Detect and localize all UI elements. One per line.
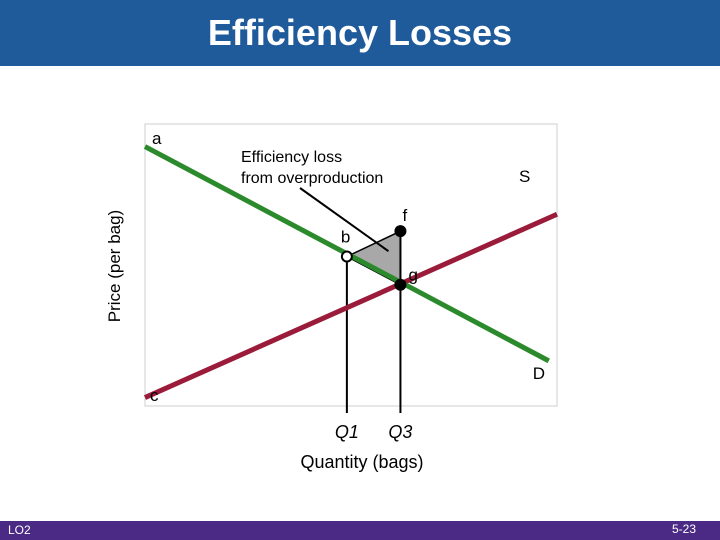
point-label-a: a (152, 129, 162, 148)
point-label-c: c (150, 386, 159, 405)
x-axis-label: Quantity (bags) (300, 452, 423, 472)
slide-number: 5-23 (671, 522, 696, 536)
title-bar: Efficiency Losses (0, 0, 720, 66)
slide-title: Efficiency Losses (207, 12, 513, 53)
point-label-b: b (341, 228, 350, 247)
point-f (394, 225, 407, 238)
point-b (340, 250, 353, 263)
efficiency-loss-annotation: Efficiency loss from overproduction (241, 149, 383, 187)
y-axis-label: Price (per bag) (105, 210, 124, 322)
annotation-pointer (299, 187, 390, 252)
point-label-g: g (408, 266, 417, 285)
footer-bar: LO2 5-23 (0, 521, 720, 540)
learning-objective-label: LO2 (8, 523, 31, 537)
supply-curve (143, 211, 559, 400)
quantity-label-q1: Q1 (335, 422, 359, 442)
supply-curve-label: S (519, 167, 530, 186)
plot-frame (144, 123, 558, 407)
point-label-f: f (402, 206, 407, 225)
demand-curve-label: D (533, 364, 545, 383)
quantity-label-q3: Q3 (388, 422, 412, 442)
point-g (394, 278, 407, 291)
